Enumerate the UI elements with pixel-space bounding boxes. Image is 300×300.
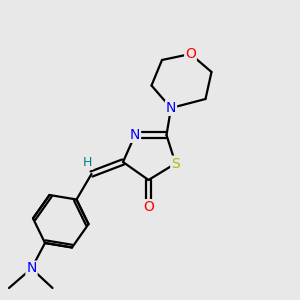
- Text: N: N: [166, 101, 176, 115]
- Text: N: N: [130, 128, 140, 142]
- Text: N: N: [26, 262, 37, 275]
- Text: O: O: [185, 47, 196, 61]
- Text: S: S: [171, 157, 180, 170]
- Text: O: O: [143, 200, 154, 214]
- Text: H: H: [83, 156, 93, 169]
